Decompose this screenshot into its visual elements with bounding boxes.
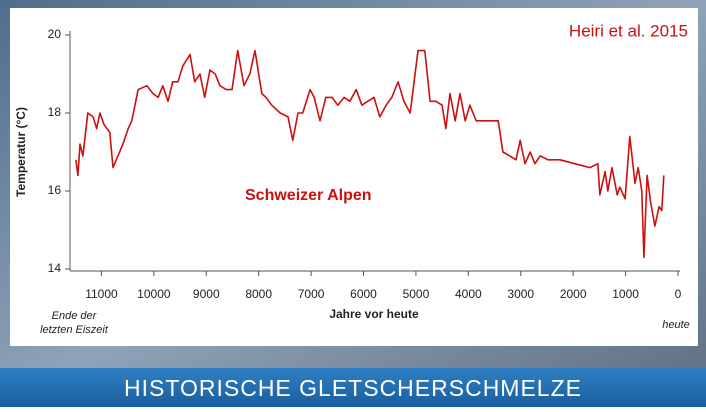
x-tick-label: 7000 [298, 287, 325, 301]
end-note: heute [662, 319, 690, 331]
x-tick-label: 2000 [560, 287, 587, 301]
x-tick-label: 0 [675, 287, 682, 301]
x-tick-label: 6000 [350, 287, 377, 301]
y-tick-label: 20 [48, 27, 62, 41]
start-note: letzten Eiszeit [40, 324, 109, 336]
x-axis-title: Jahre vor heute [329, 307, 419, 321]
x-tick-label: 5000 [403, 287, 430, 301]
banner-bar [0, 368, 706, 407]
y-axis-title: Temperatur (°C) [14, 107, 28, 197]
start-note: Ende der [52, 310, 98, 322]
x-tick-label: 8000 [245, 287, 272, 301]
y-tick-label: 14 [48, 261, 62, 275]
x-tick-label: 11000 [85, 287, 118, 301]
x-tick-label: 1000 [612, 287, 639, 301]
chart-panel [10, 8, 698, 346]
x-tick-label: 10000 [137, 287, 171, 301]
source-label: Heiri et al. 2015 [569, 21, 688, 40]
banner-title: HISTORISCHE GLETSCHERSCHMELZE [124, 375, 582, 401]
y-tick-label: 18 [48, 105, 62, 119]
series-label: Schweizer Alpen [245, 187, 372, 204]
x-tick-label: 3000 [507, 287, 534, 301]
x-tick-label: 9000 [193, 287, 220, 301]
y-tick-label: 16 [48, 183, 62, 197]
x-tick-label: 4000 [455, 287, 482, 301]
temperature-line [75, 49, 665, 259]
